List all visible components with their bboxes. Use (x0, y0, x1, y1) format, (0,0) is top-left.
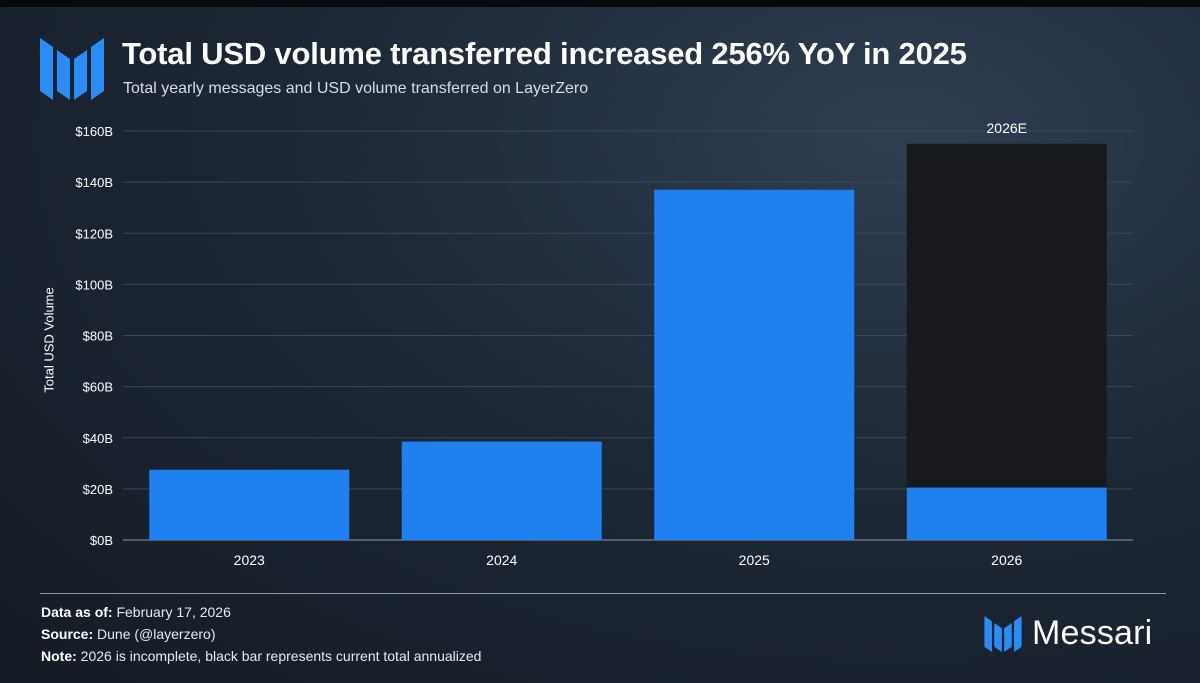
bar-chart: $0B $20B $40B $60B $80B $100B $120B $140B $160B 2… (75, 120, 1133, 568)
x-tick-label: 2026 (991, 552, 1022, 568)
y-tick-label: $20B (83, 482, 113, 497)
brand-name: Messari (1032, 614, 1153, 652)
y-tick-label: $60B (83, 380, 113, 395)
footer-divider (40, 593, 1166, 594)
y-tick-label: $0B (90, 533, 113, 548)
x-tick-label: 2023 (234, 552, 265, 568)
bar-2024 (401, 441, 602, 540)
data-as-of-line: Data as of: February 17, 2026 (41, 604, 231, 620)
footer-notes: Data as of: February 17, 2026 Source: Du… (41, 601, 481, 667)
chart-subtitle: Total yearly messages and USD volume tra… (123, 80, 589, 97)
y-tick-label: $100B (75, 277, 113, 292)
y-tick-label: $80B (83, 329, 113, 344)
top-edge-bar (0, 0, 1200, 7)
annotation-label: 2026E (987, 120, 1027, 136)
y-tick-label: $140B (75, 175, 113, 190)
bar-2025 (654, 189, 855, 540)
y-tick-label: $120B (75, 226, 113, 241)
bar-estimate-2026 (906, 143, 1107, 540)
bar-2026 (906, 487, 1107, 540)
source-line: Source: Dune (@layerzero) (41, 626, 216, 642)
note-line: Note: 2026 is incomplete, black bar repr… (41, 648, 482, 664)
y-tick-label: $40B (83, 431, 113, 446)
messari-brand: Messari (984, 614, 1152, 653)
bar-2023 (149, 469, 350, 540)
x-tick-label: 2024 (486, 552, 517, 568)
x-tick-label: 2025 (739, 552, 770, 568)
messari-brand-icon (984, 615, 1022, 652)
chart-title: Total USD volume transferred increased 2… (122, 36, 967, 71)
messari-logo-icon (40, 38, 104, 100)
y-tick-label: $160B (75, 124, 113, 139)
